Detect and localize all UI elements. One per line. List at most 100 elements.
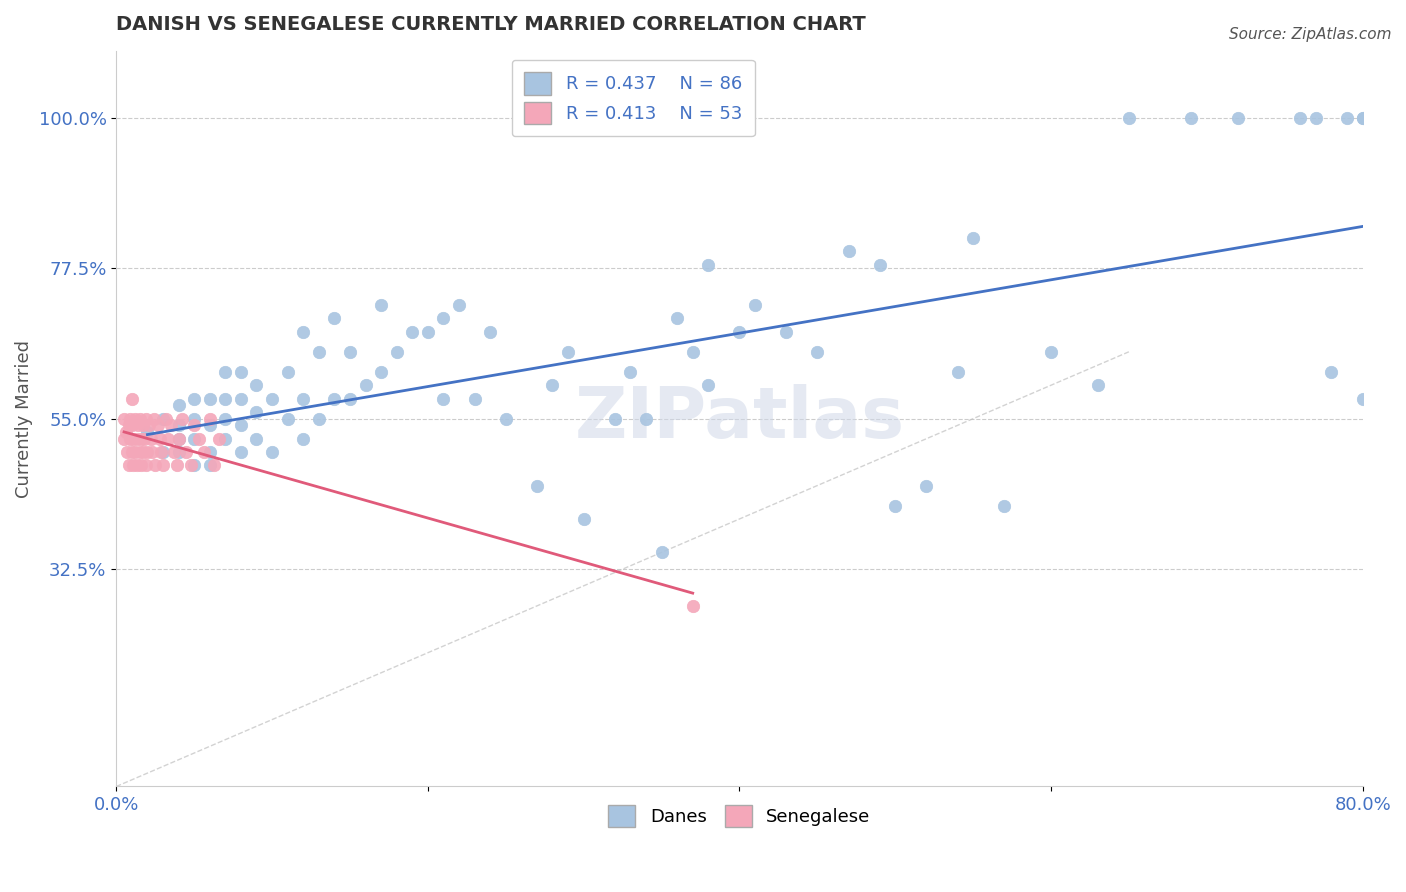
Point [125, 458, 148, 473]
Text: Source: ZipAtlas.com: Source: ZipAtlas.com [1229, 27, 1392, 42]
Point [152, 445, 174, 459]
Point [541, 378, 564, 392]
Point [323, 392, 346, 406]
Point [1351, 111, 1374, 125]
Legend: Danes, Senegalese: Danes, Senegalese [599, 797, 880, 837]
Point [245, 378, 267, 392]
Point [183, 418, 205, 433]
Point [143, 458, 166, 473]
Point [370, 365, 392, 379]
Point [180, 458, 202, 473]
Point [214, 411, 236, 425]
Point [183, 392, 205, 406]
Point [198, 445, 221, 459]
Point [1305, 111, 1327, 125]
Point [447, 298, 470, 312]
Point [946, 365, 969, 379]
Point [159, 418, 181, 433]
Point [666, 311, 689, 326]
Point [167, 418, 190, 433]
Point [1351, 111, 1374, 125]
Point [837, 244, 859, 259]
Point [156, 432, 179, 446]
Point [125, 432, 148, 446]
Text: ZIPatlas: ZIPatlas [575, 384, 904, 453]
Point [354, 378, 377, 392]
Point [308, 344, 330, 359]
Point [183, 411, 205, 425]
Point [651, 545, 673, 559]
Point [198, 458, 221, 473]
Point [744, 298, 766, 312]
Point [167, 432, 190, 446]
Point [118, 458, 141, 473]
Point [193, 445, 215, 459]
Point [728, 325, 751, 339]
Point [915, 478, 938, 492]
Point [198, 392, 221, 406]
Point [262, 392, 284, 406]
Point [292, 325, 315, 339]
Point [132, 418, 155, 433]
Point [277, 365, 299, 379]
Point [122, 458, 145, 473]
Point [682, 344, 704, 359]
Point [149, 432, 172, 446]
Point [183, 432, 205, 446]
Point [214, 365, 236, 379]
Point [464, 392, 486, 406]
Point [1289, 111, 1312, 125]
Point [385, 344, 408, 359]
Point [416, 325, 439, 339]
Point [245, 432, 267, 446]
Point [122, 432, 145, 446]
Point [127, 418, 149, 433]
Point [869, 258, 891, 272]
Point [120, 411, 142, 425]
Point [142, 411, 165, 425]
Point [229, 392, 252, 406]
Point [557, 344, 579, 359]
Point [141, 445, 163, 459]
Point [150, 445, 173, 459]
Text: DANISH VS SENEGALESE CURRENTLY MARRIED CORRELATION CHART: DANISH VS SENEGALESE CURRENTLY MARRIED C… [117, 15, 866, 34]
Point [1087, 378, 1109, 392]
Point [170, 411, 193, 425]
Point [1040, 344, 1063, 359]
Point [308, 411, 330, 425]
Point [208, 432, 231, 446]
Point [135, 458, 157, 473]
Point [572, 512, 595, 526]
Point [526, 478, 548, 492]
Point [134, 432, 156, 446]
Point [187, 432, 209, 446]
Point [135, 411, 157, 425]
Point [229, 365, 252, 379]
Point [129, 432, 152, 446]
Point [214, 432, 236, 446]
Point [136, 445, 159, 459]
Point [129, 458, 152, 473]
Point [806, 344, 828, 359]
Point [603, 411, 626, 425]
Point [152, 458, 174, 473]
Point [139, 432, 162, 446]
Point [993, 499, 1015, 513]
Point [128, 411, 150, 425]
Point [619, 365, 641, 379]
Point [229, 418, 252, 433]
Point [1351, 392, 1374, 406]
Point [634, 411, 657, 425]
Point [136, 425, 159, 439]
Point [245, 405, 267, 419]
Point [120, 432, 142, 446]
Point [277, 411, 299, 425]
Point [432, 392, 454, 406]
Point [128, 445, 150, 459]
Point [124, 411, 146, 425]
Point [121, 392, 143, 406]
Point [1227, 111, 1250, 125]
Y-axis label: Currently Married: Currently Married [15, 340, 32, 498]
Point [198, 411, 221, 425]
Point [339, 392, 361, 406]
